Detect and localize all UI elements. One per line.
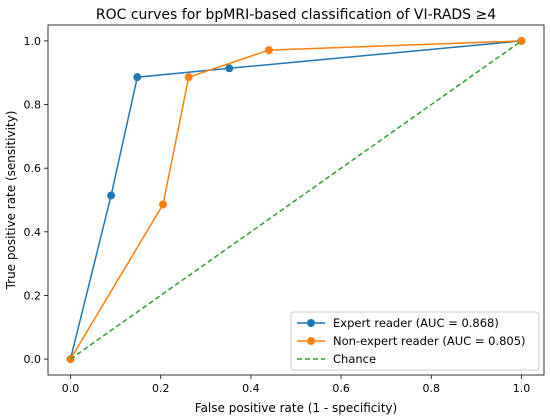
legend-marker-0 bbox=[307, 319, 315, 327]
y-tick-label: 1.0 bbox=[24, 35, 42, 48]
plot-area: 0.0 0.2 0.4 0.6 0.8 1.0 0.0 0.2 0.4 0.6 0.8 1.0 bbox=[24, 24, 545, 395]
y-tick-label: 0.2 bbox=[24, 289, 42, 302]
series-1-point bbox=[184, 73, 193, 82]
series-0-point bbox=[107, 191, 116, 200]
legend: Expert reader (AUC = 0.868) Non-expert re… bbox=[290, 311, 540, 371]
x-tick-label: 0.2 bbox=[152, 382, 170, 395]
series-1-point bbox=[264, 46, 273, 55]
legend-box bbox=[290, 311, 540, 371]
y-tick-label: 0.0 bbox=[24, 353, 42, 366]
legend-label-1: Non-expert reader (AUC = 0.805) bbox=[333, 334, 526, 348]
y-tick-label: 0.4 bbox=[24, 226, 42, 239]
legend-marker-1 bbox=[307, 337, 315, 345]
chart-title: ROC curves for bpMRI-based classificatio… bbox=[96, 7, 496, 23]
series-0-point bbox=[225, 64, 234, 73]
y-tick-label: 0.8 bbox=[24, 99, 42, 112]
y-axis-label: True positive rate (sensitivity) bbox=[4, 111, 18, 291]
legend-label-0: Expert reader (AUC = 0.868) bbox=[333, 316, 499, 330]
legend-label-2: Chance bbox=[333, 352, 376, 366]
x-tick-label: 0.6 bbox=[332, 382, 350, 395]
series-1-point bbox=[517, 36, 526, 45]
x-tick-label: 1.0 bbox=[513, 382, 531, 395]
series-1-point bbox=[158, 200, 167, 209]
y-tick-label: 0.6 bbox=[24, 162, 42, 175]
plot-frame bbox=[47, 24, 545, 376]
x-tick-label: 0.8 bbox=[423, 382, 441, 395]
series-0-point bbox=[133, 73, 142, 82]
x-tick-label: 0.4 bbox=[242, 382, 260, 395]
x-tick-label: 0.0 bbox=[62, 382, 80, 395]
x-axis-label: False positive rate (1 - specificity) bbox=[195, 401, 397, 415]
series-line-2 bbox=[70, 40, 522, 360]
